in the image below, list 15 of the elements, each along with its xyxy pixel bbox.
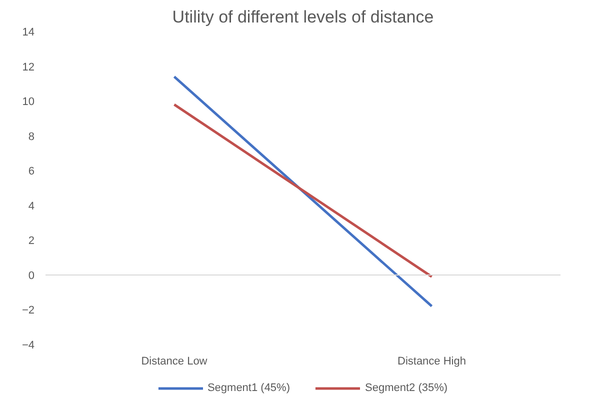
y-tick-label: 10 xyxy=(22,96,35,108)
y-tick-label: 14 xyxy=(22,26,35,38)
x-tick-label: Distance High xyxy=(398,356,466,368)
y-tick-label: −4 xyxy=(22,340,35,352)
x-tick-label: Distance Low xyxy=(141,356,208,368)
legend-label: Segment2 (35%) xyxy=(365,382,448,394)
y-tick-label: 2 xyxy=(28,235,35,248)
legend-label: Segment1 (45%) xyxy=(207,382,290,394)
y-tick-label: 8 xyxy=(28,130,35,143)
y-tick-label: 0 xyxy=(28,270,35,282)
y-tick-label: 6 xyxy=(28,166,35,178)
chart-title: Utility of different levels of distance xyxy=(172,8,434,26)
y-tick-label: 4 xyxy=(28,200,35,212)
y-tick-label: −2 xyxy=(22,304,35,317)
y-tick-label: 12 xyxy=(22,61,35,74)
